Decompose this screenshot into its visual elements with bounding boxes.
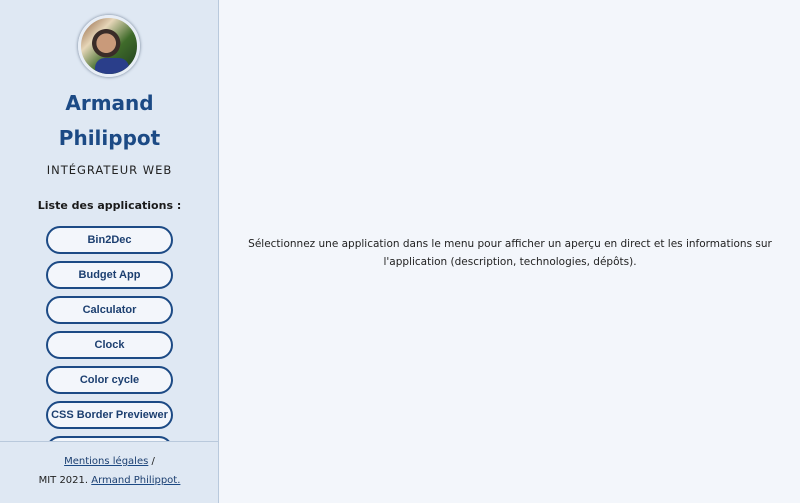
- placeholder-message: Sélectionnez une application dans le men…: [248, 238, 772, 268]
- license-text: MIT 2021.: [38, 475, 89, 486]
- profile-role: INTÉGRATEUR WEB: [46, 163, 173, 177]
- profile-first-name: Armand: [65, 91, 154, 115]
- app-button-color-cycle[interactable]: Color cycle: [46, 366, 173, 394]
- sidebar: Armand Philippot INTÉGRATEUR WEB Liste d…: [0, 0, 219, 503]
- avatar: [78, 15, 140, 77]
- apps-list[interactable]: Bin2Dec Budget App Calculator Clock Colo…: [0, 226, 219, 441]
- legal-link[interactable]: Mentions légales: [64, 456, 149, 467]
- profile-last-name: Philippot: [58, 126, 161, 150]
- app-button-calculator[interactable]: Calculator: [46, 296, 173, 324]
- app-button-bin2dec[interactable]: Bin2Dec: [46, 226, 173, 254]
- app-button-css-border-previewer[interactable]: CSS Border Previewer: [46, 401, 173, 429]
- app-button-clock[interactable]: Clock: [46, 331, 173, 359]
- footer: Mentions légales / MIT 2021. Armand Phil…: [0, 441, 219, 503]
- footer-separator: /: [151, 456, 155, 467]
- apps-list-label: Liste des applications :: [37, 199, 182, 212]
- app-button-budget-app[interactable]: Budget App: [46, 261, 173, 289]
- author-link[interactable]: Armand Philippot.: [91, 475, 181, 486]
